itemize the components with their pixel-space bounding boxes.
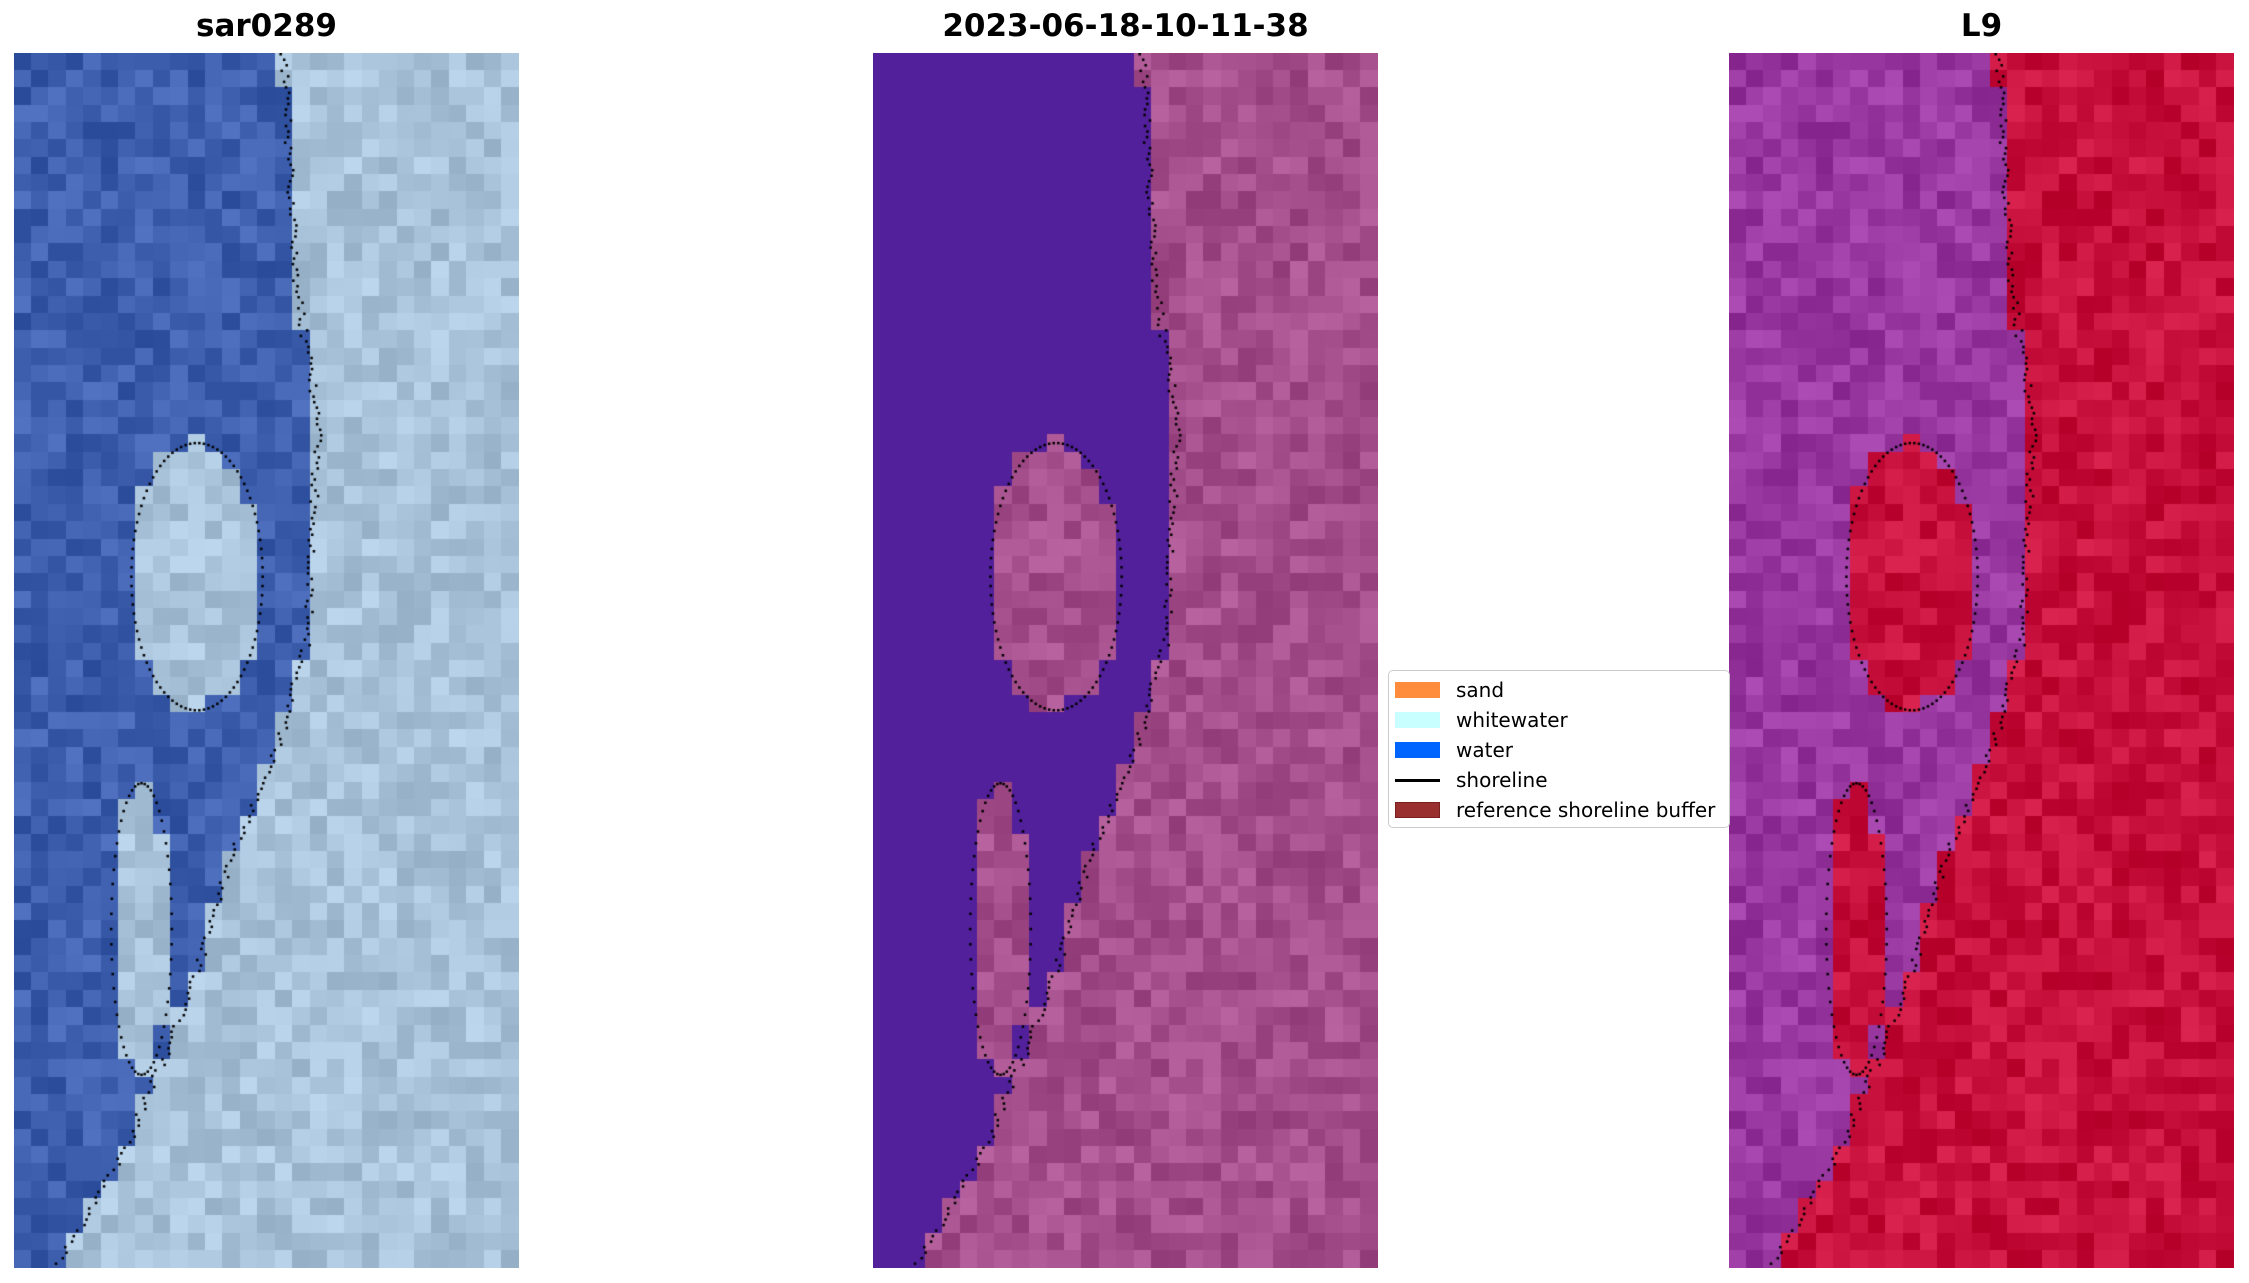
panel-title-rgb: sar0289	[196, 8, 337, 44]
legend-label: water	[1456, 738, 1513, 762]
index-image-panel	[1729, 53, 2234, 1268]
shoreline-line-swatch	[1395, 778, 1440, 782]
water-swatch	[1395, 742, 1440, 758]
panel-title-index: L9	[1960, 8, 2003, 44]
legend-label: whitewater	[1456, 708, 1568, 732]
legend-item-reference-buffer: reference shoreline buffer	[1395, 795, 1729, 825]
panel-title-classified: 2023-06-18-10-11-38	[942, 8, 1309, 44]
legend: sand whitewater water shoreline referenc…	[1388, 670, 1730, 828]
legend-label: sand	[1456, 678, 1505, 702]
legend-item-shoreline: shoreline	[1395, 765, 1729, 795]
rgb-image-panel	[14, 53, 519, 1268]
whitewater-swatch	[1395, 712, 1440, 728]
legend-item-water: water	[1395, 735, 1729, 765]
buffer-swatch	[1395, 802, 1440, 818]
classified-image-panel	[873, 53, 1378, 1268]
legend-item-sand: sand	[1395, 675, 1729, 705]
legend-item-whitewater: whitewater	[1395, 705, 1729, 735]
legend-label: reference shoreline buffer	[1456, 798, 1716, 822]
sand-swatch	[1395, 682, 1440, 698]
legend-label: shoreline	[1456, 768, 1548, 792]
